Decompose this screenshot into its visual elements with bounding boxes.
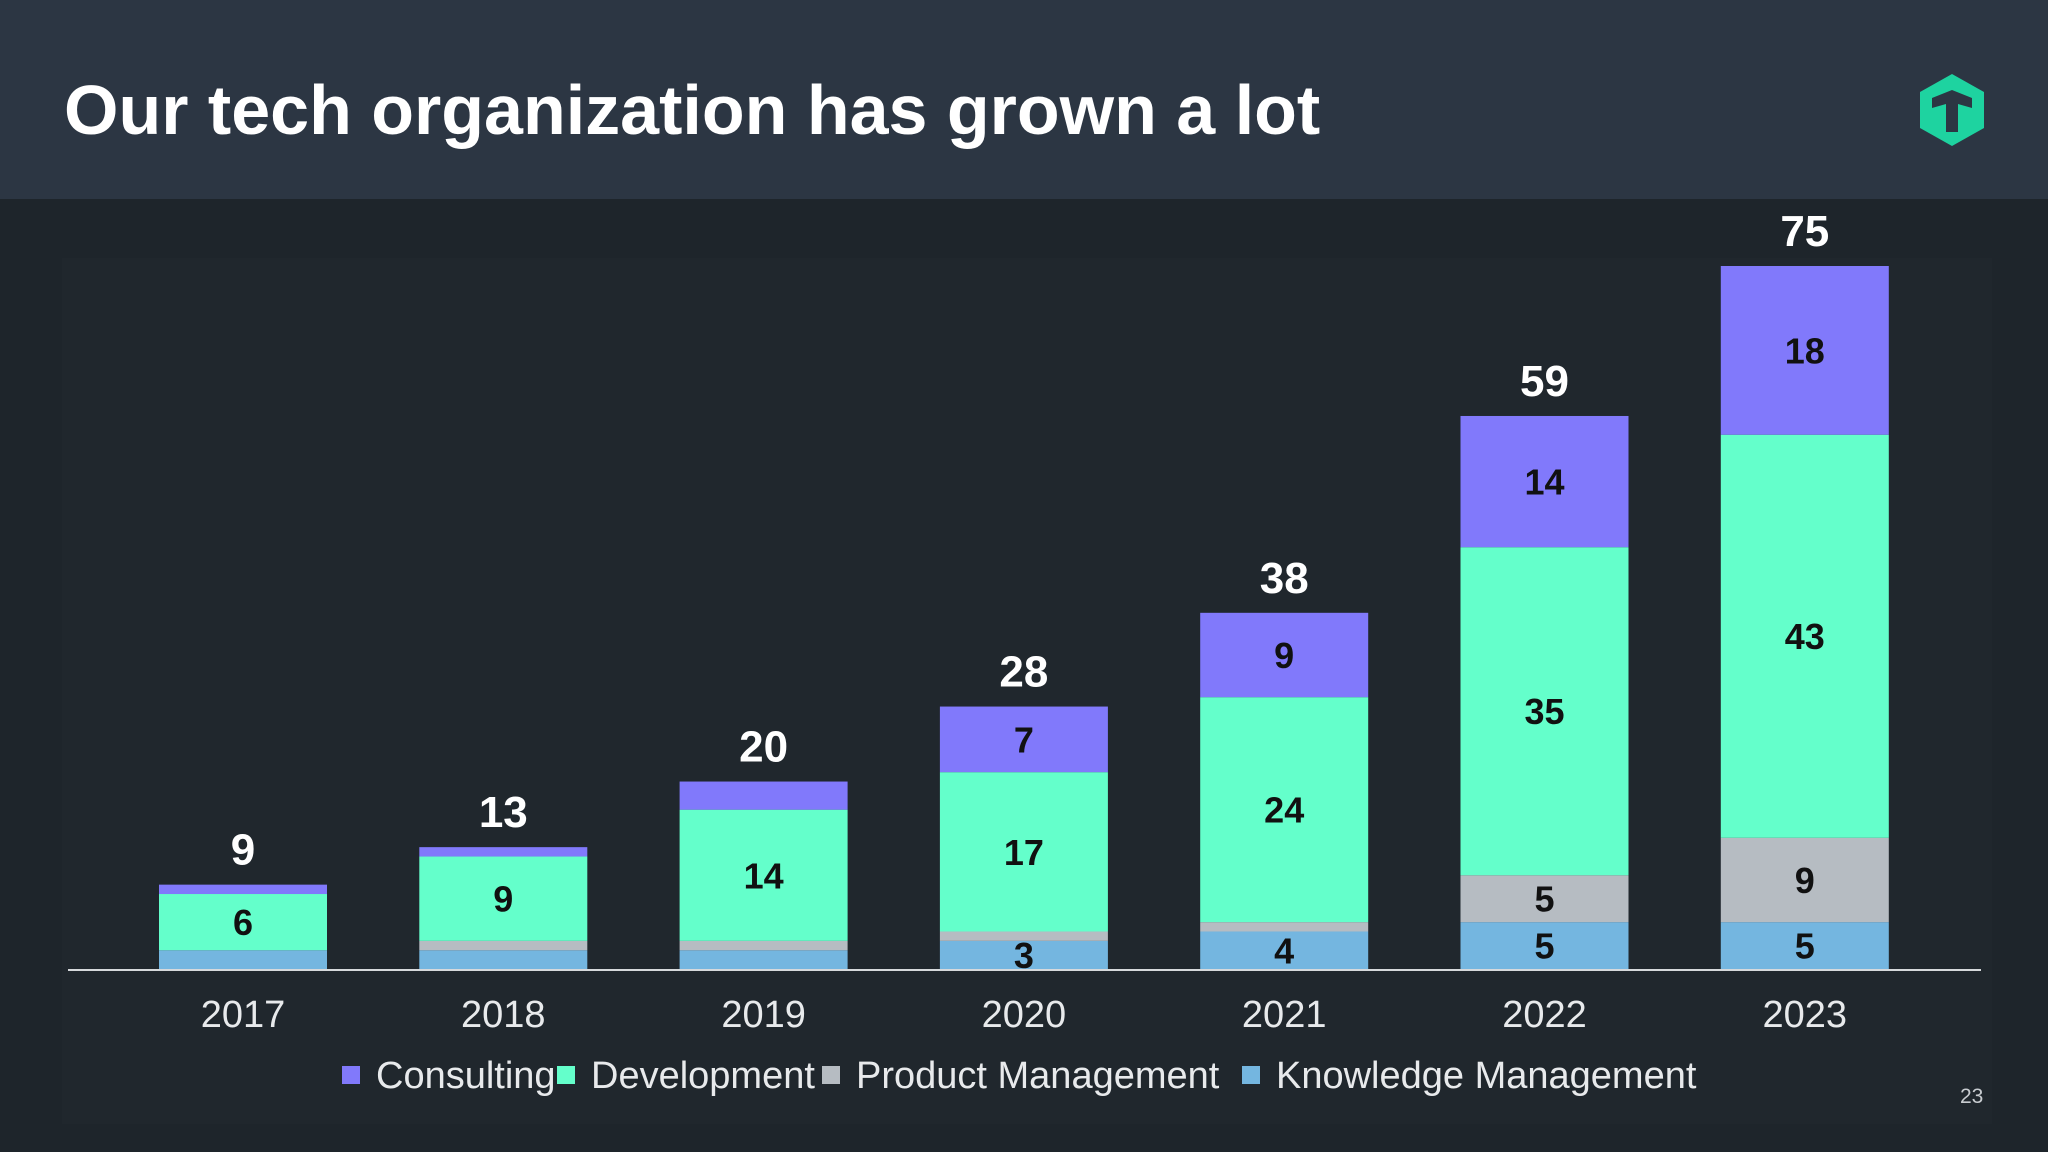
data-label: 18	[1785, 330, 1825, 371]
bar-segment-development	[419, 856, 588, 941]
legend-swatch	[557, 1066, 575, 1084]
bar-segment-development	[679, 809, 848, 941]
x-tick-label: 2020	[982, 994, 1067, 1036]
bar-segment-knowledge-management	[939, 940, 1108, 969]
legend-label: Consulting	[376, 1055, 556, 1097]
data-label: 9	[493, 879, 513, 920]
x-tick-label: 2021	[1242, 994, 1327, 1036]
data-label: 9	[1795, 860, 1815, 901]
bar-segment-consulting	[1460, 415, 1629, 548]
total-label: 28	[999, 648, 1048, 697]
data-label: 35	[1524, 691, 1564, 732]
bar-segment-consulting	[419, 847, 588, 857]
legend-label: Development	[591, 1055, 815, 1097]
data-label: 5	[1534, 879, 1554, 920]
bar-segment-knowledge-management	[679, 950, 848, 969]
data-label: 9	[1274, 635, 1294, 676]
x-tick-label: 2022	[1502, 994, 1587, 1036]
x-tick-label: 2023	[1763, 994, 1848, 1036]
logo-icon	[1920, 74, 1984, 146]
bar-segment-product-management	[679, 940, 848, 951]
total-label: 13	[479, 788, 528, 837]
x-tick-label: 2018	[461, 994, 546, 1036]
total-label: 20	[739, 723, 788, 772]
total-label: 75	[1780, 207, 1829, 256]
data-label: 14	[1524, 462, 1564, 503]
bar-segment-consulting	[1200, 612, 1369, 698]
data-label: 5	[1534, 926, 1554, 967]
data-label: 4	[1274, 930, 1294, 971]
bar-segment-consulting	[939, 706, 1108, 773]
total-label: 59	[1520, 357, 1569, 406]
legend-swatch	[822, 1066, 840, 1084]
bar-segment-product-management	[1460, 875, 1629, 923]
data-label: 3	[1014, 935, 1034, 976]
legend-label: Product Management	[856, 1055, 1220, 1097]
x-tick-label: 2019	[721, 994, 806, 1036]
bar-segment-knowledge-management	[1200, 931, 1369, 969]
legend-swatch	[342, 1066, 360, 1084]
bar-segment-product-management	[939, 931, 1108, 941]
bar-segment-development	[159, 894, 327, 951]
plot-area	[62, 258, 1992, 1124]
bar-segment-development	[1460, 547, 1629, 876]
bar-segment-consulting	[1720, 266, 1889, 435]
x-tick-label: 2017	[201, 994, 286, 1036]
data-label: 43	[1785, 616, 1825, 657]
bar-segment-product-management	[1720, 837, 1889, 923]
bar-segment-knowledge-management	[1460, 922, 1629, 969]
total-label: 9	[231, 826, 255, 875]
bar-segment-knowledge-management	[419, 950, 588, 969]
data-label: 7	[1014, 719, 1034, 760]
bar-segment-product-management	[1200, 922, 1369, 932]
data-label: 5	[1795, 926, 1815, 967]
bar-segment-development	[939, 772, 1108, 932]
bar-segment-development	[1720, 434, 1889, 838]
legend-label: Knowledge Management	[1276, 1055, 1697, 1097]
data-label: 14	[744, 855, 784, 896]
data-label: 24	[1264, 790, 1304, 831]
data-label: 17	[1004, 832, 1044, 873]
page-title: Our tech organization has grown a lot	[64, 71, 1321, 149]
bar-segment-knowledge-management	[159, 950, 327, 969]
legend-swatch	[1242, 1066, 1260, 1084]
page-number: 23	[1960, 1085, 1984, 1108]
bar-segment-consulting	[679, 781, 848, 810]
bar-segment-development	[1200, 697, 1369, 923]
bar-segment-product-management	[419, 940, 588, 951]
data-label: 6	[233, 902, 253, 943]
header: Our tech organization has grown a lot	[0, 0, 2048, 199]
bar-segment-consulting	[159, 884, 327, 895]
bar-segment-knowledge-management	[1720, 922, 1889, 969]
total-label: 38	[1260, 554, 1309, 603]
